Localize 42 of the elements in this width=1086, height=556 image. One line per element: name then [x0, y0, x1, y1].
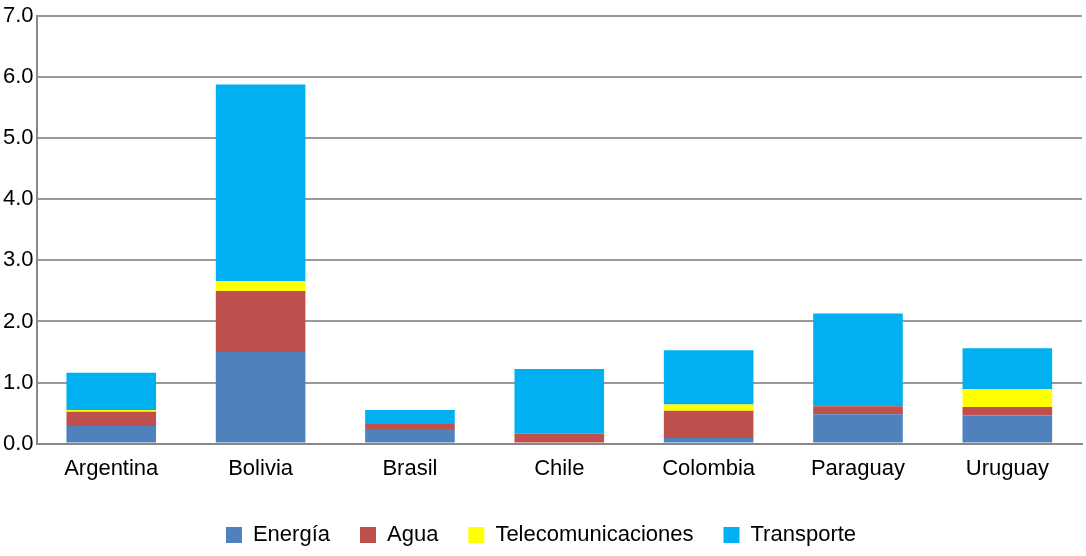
bar: [514, 433, 605, 443]
bar: [813, 414, 903, 443]
x-tick-label: Brasil: [382, 454, 438, 480]
y-tick-label: 5.0: [2, 124, 34, 150]
bar: [813, 406, 903, 415]
legend-label: Transporte: [750, 521, 857, 547]
x-tick-label: Chile: [534, 454, 585, 480]
x-tick-label: Bolivia: [228, 454, 294, 480]
bar: [215, 281, 306, 291]
bar: [514, 369, 605, 434]
y-tick-label: 1.0: [2, 368, 34, 394]
bar: [215, 352, 306, 443]
bar: [66, 411, 157, 426]
bar: [663, 350, 754, 405]
bar: [813, 313, 903, 407]
bar: [66, 372, 157, 411]
y-tick-label: 6.0: [2, 63, 34, 89]
bar: [663, 438, 754, 443]
x-tick-label: Paraguay: [810, 454, 906, 480]
legend-label: Agua: [387, 521, 440, 547]
bar: [365, 410, 455, 425]
y-tick-label: 2.0: [2, 307, 34, 333]
bar: [365, 428, 455, 443]
legend-label: Energía: [252, 521, 331, 547]
y-tick-label: 4.0: [2, 185, 34, 211]
x-tick-label: Uruguay: [965, 454, 1049, 480]
y-tick-label: 3.0: [2, 246, 34, 272]
bar: [215, 290, 306, 353]
bar: [962, 389, 1053, 407]
bar: [962, 406, 1053, 416]
y-tick-label: 0.0: [2, 429, 34, 455]
bar: [962, 348, 1053, 390]
legend-label: Telecomunicaciones: [495, 521, 694, 547]
bar: [365, 424, 455, 429]
bar: [962, 415, 1053, 443]
bar: [215, 84, 306, 282]
x-tick-label: Colombia: [662, 454, 756, 480]
y-tick-label: 7.0: [2, 2, 34, 28]
bar: [663, 410, 754, 439]
x-tick-label: Argentina: [64, 454, 160, 480]
bar: [66, 425, 157, 443]
bar: [663, 404, 754, 411]
